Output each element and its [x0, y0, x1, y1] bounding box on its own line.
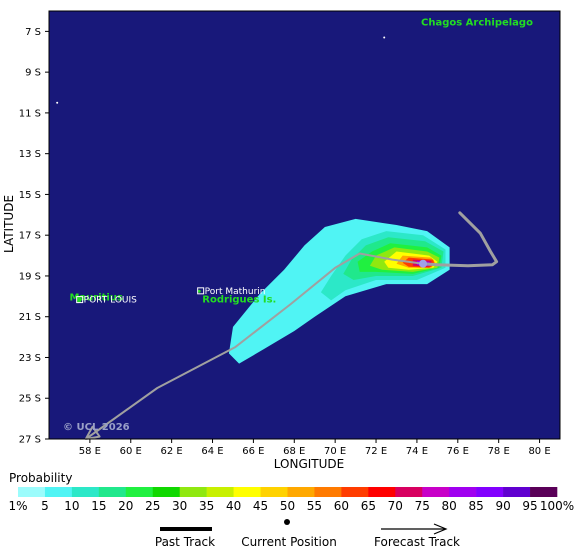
probability-label: 45: [253, 499, 268, 513]
probability-scale-labels: 1% 5 10 15 20 25 30 35 40 45 50 55 60 65 70 75 80 85 90 95 1…: [8, 499, 574, 513]
color-bar-segment: [71, 487, 100, 497]
x-tick-label: 58 E: [79, 446, 101, 457]
y-tick-label: 27 S: [19, 435, 41, 446]
probability-label: 30: [172, 499, 187, 513]
y-tick-label: 17 S: [19, 231, 41, 242]
land-features: [56, 36, 386, 304]
probability-label: 65: [361, 499, 376, 513]
color-bar-segment: [152, 487, 180, 497]
current-position-swatch: [284, 519, 290, 525]
probability-label: 40: [226, 499, 241, 513]
x-tick-label: 80 E: [528, 446, 550, 457]
legend-title: Probability: [9, 471, 72, 485]
place-labels: Chagos Archipelago Mauritius Rodrigues Is.…: [69, 17, 533, 305]
color-bar-segment: [341, 487, 369, 497]
probability-label: 20: [118, 499, 133, 513]
forecast-arrow-head: [84, 425, 101, 440]
color-bar-segment: [395, 487, 423, 497]
probability-label: 10: [64, 499, 79, 513]
x-tick-label: 70 E: [324, 446, 346, 457]
y-tick-label: 15 S: [19, 190, 41, 201]
color-bar-segment: [179, 487, 207, 497]
x-tick-label: 66 E: [242, 446, 264, 457]
color-bar-segment: [530, 487, 558, 497]
x-axis-ticks: 58 E 60 E 62 E 64 E 66 E 68 E 70 E 72 E 74 E 76 E…: [79, 439, 551, 457]
color-bar-segment: [18, 487, 46, 497]
current-position-marker: [419, 259, 428, 268]
color-bar-segment: [260, 487, 288, 497]
probability-color-bar: [18, 487, 558, 497]
color-bar-segment: [233, 487, 261, 497]
color-bar-segment: [98, 487, 127, 497]
x-tick-label: 78 E: [488, 446, 510, 457]
y-axis-title: LATITUDE: [2, 195, 16, 253]
color-bar-segment: [368, 487, 396, 497]
forecast-arrow-swatch: [433, 523, 448, 535]
x-tick-label: 74 E: [406, 446, 428, 457]
past-track-label: Past Track: [155, 535, 215, 549]
x-tick-label: 72 E: [365, 446, 387, 457]
probability-label: 85: [469, 499, 484, 513]
probability-label: 75: [415, 499, 430, 513]
color-bar-segment: [125, 487, 154, 497]
probability-label: 35: [199, 499, 214, 513]
color-bar-segment: [422, 487, 450, 497]
y-tick-label: 25 S: [19, 394, 41, 405]
probability-label: 90: [495, 499, 510, 513]
city-label-port-mathurin: Port Mathurin: [205, 287, 266, 297]
current-position-label: Current Position: [241, 535, 337, 549]
y-tick-label: 11 S: [19, 108, 41, 119]
small-islet-dot: [56, 101, 59, 104]
probability-label: 60: [334, 499, 349, 513]
color-bar-segment: [503, 487, 531, 497]
x-tick-label: 64 E: [201, 446, 223, 457]
y-tick-label: 19 S: [19, 271, 41, 282]
x-tick-label: 68 E: [283, 446, 305, 457]
color-bar-segment: [476, 487, 504, 497]
city-label-port-louis: PORT LOUIS: [84, 296, 137, 306]
probability-label: 80: [442, 499, 457, 513]
place-label-mauritius: Mauritius: [69, 292, 123, 303]
y-tick-label: 13 S: [19, 149, 41, 160]
color-bar-segment: [206, 487, 234, 497]
probability-label: 1%: [8, 499, 27, 513]
probability-label: 95: [522, 499, 537, 513]
x-tick-label: 76 E: [447, 446, 469, 457]
mauritius-island-shape: [76, 296, 82, 304]
probability-label: 15: [91, 499, 106, 513]
probability-label: 50: [280, 499, 295, 513]
probability-label: 25: [145, 499, 160, 513]
y-tick-label: 7 S: [25, 27, 41, 38]
rodrigues-island-shape: [197, 289, 201, 293]
y-tick-label: 21 S: [19, 312, 41, 323]
probability-label: 70: [388, 499, 403, 513]
copyright-label: © UCL 2026: [63, 422, 130, 433]
x-tick-label: 60 E: [120, 446, 142, 457]
probability-label: 55: [307, 499, 322, 513]
place-label-chagos-archipelago: Chagos Archipelago: [421, 17, 533, 28]
color-bar-segment: [287, 487, 315, 497]
map-frame: [48, 10, 561, 440]
color-bar-segment: [44, 487, 73, 497]
color-bar-segment: [314, 487, 342, 497]
y-tick-label: 23 S: [19, 353, 41, 364]
forecast-track-label: Forecast Track: [374, 535, 460, 549]
city-marker: [76, 296, 84, 304]
x-tick-label: 62 E: [161, 446, 183, 457]
past-track-line: [421, 211, 499, 268]
y-axis-ticks: 7 S 9 S 11 S 13 S 15 S 17 S 19 S 21 S 23 S 25 S 27…: [19, 27, 49, 446]
y-tick-label: 9 S: [25, 68, 41, 79]
forecast-track-line: [85, 252, 424, 440]
chagos-islet-dot: [383, 36, 386, 39]
color-bar-segment: [449, 487, 477, 497]
probability-label: 5: [41, 499, 49, 513]
city-marker: [197, 287, 205, 295]
map-background: [49, 11, 560, 439]
probability-label: 100%: [540, 499, 574, 513]
x-axis-title: LONGITUDE: [274, 457, 344, 471]
place-label-rodrigues-is: Rodrigues Is.: [202, 294, 276, 305]
